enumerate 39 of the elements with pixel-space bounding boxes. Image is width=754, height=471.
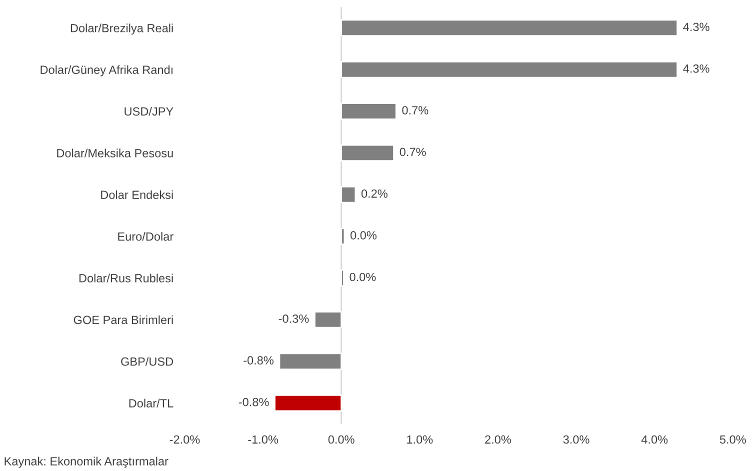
- x-tick-label: 3.0%: [563, 435, 590, 444]
- y-tick-label: Dolar/TL: [129, 398, 174, 408]
- data-label: 0.0%: [350, 272, 376, 282]
- bar: [340, 102, 397, 120]
- y-tick-label: Dolar/Brezilya Reali: [70, 24, 173, 35]
- y-tick-label: Dolar/Rus Rublesi: [79, 274, 173, 282]
- y-tick-label: GBP/USD: [121, 357, 174, 366]
- x-tick-label: 4.0%: [641, 435, 668, 444]
- y-tick-label: USD/JPY: [124, 106, 174, 116]
- text: Kaynak: Ekonomik Araştırmalar: [4, 456, 168, 468]
- y-tick-label: Euro/Dolar: [118, 232, 174, 241]
- y-tick-label: GOE Para Birimleri: [74, 315, 173, 324]
- bar: [340, 144, 395, 162]
- bar: [340, 60, 678, 78]
- x-tick-label: 1.0%: [407, 435, 433, 444]
- data-label: -0.8%: [244, 356, 274, 365]
- bar: [340, 269, 344, 287]
- bar: [340, 228, 346, 245]
- y-tick-label: Dolar/Meksika Pesosu: [57, 148, 173, 158]
- data-label: -0.8%: [238, 398, 269, 406]
- x-tick-label: 5.0%: [720, 435, 746, 444]
- y-tick-label: Dolar Endeksi: [101, 190, 173, 200]
- bar: [314, 311, 342, 328]
- data-label: -0.3%: [278, 314, 309, 323]
- x-tick-label: 0.0%: [328, 435, 354, 444]
- y-tick-label: Dolar/Güney Afrika Randı: [40, 65, 172, 76]
- bar: [340, 19, 678, 37]
- bar: [274, 394, 342, 412]
- data-label: 4.3%: [683, 64, 710, 73]
- x-tick-label: -1.0%: [248, 435, 278, 444]
- data-label: 0.7%: [400, 148, 426, 156]
- x-tick-label: 2.0%: [485, 435, 511, 444]
- data-label: 4.3%: [683, 22, 710, 32]
- bar: [340, 186, 356, 204]
- x-tick-label: -2.0%: [170, 435, 200, 444]
- data-label: 0.0%: [350, 231, 377, 240]
- data-label: 0.7%: [402, 106, 428, 114]
- data-label: 0.2%: [361, 189, 388, 198]
- bar: [278, 352, 342, 370]
